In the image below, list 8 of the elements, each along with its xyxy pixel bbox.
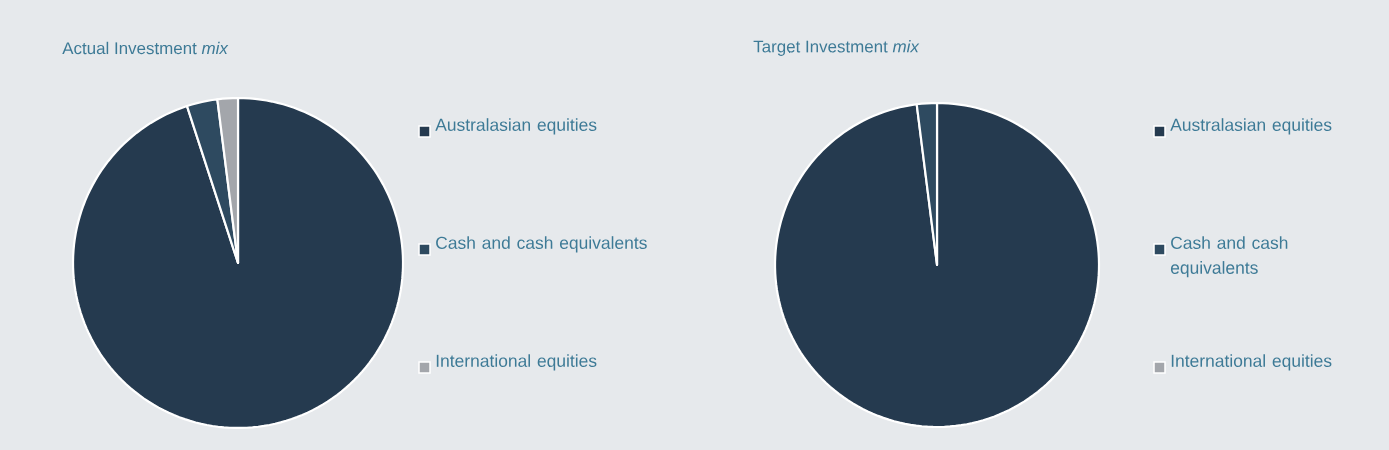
chart-title: Actual Investment mix bbox=[62, 41, 229, 55]
legend-label: Australasian equities bbox=[1170, 118, 1332, 135]
legend-label: Australasian equities bbox=[435, 118, 597, 135]
legend-label: Cash and cash equivalents bbox=[1170, 236, 1288, 278]
legend-label: International equities bbox=[1171, 354, 1332, 371]
legend-label: Cash and cash equivalents bbox=[436, 236, 647, 253]
legend-label: International equities bbox=[436, 354, 597, 371]
chart-title: Target Investment mix bbox=[753, 40, 920, 56]
